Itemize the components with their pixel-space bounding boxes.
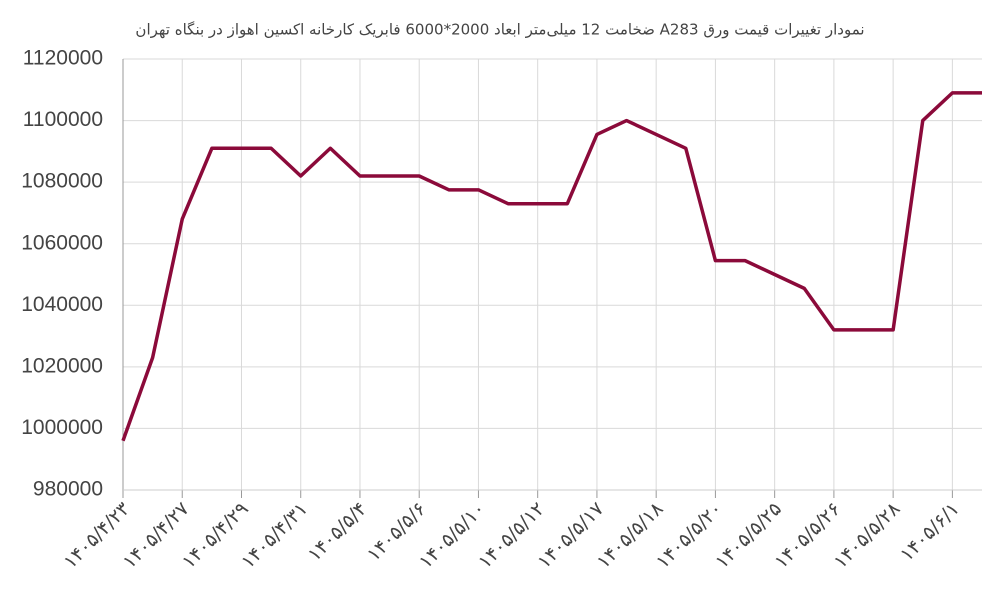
line — [121, 91, 982, 442]
y-tick-label: 1000000 — [21, 416, 103, 439]
y-tick-label: 1040000 — [21, 293, 103, 316]
x-tick-label: ۱۴۰۵/۶/۱ — [896, 498, 964, 566]
y-tick-label: 1060000 — [21, 231, 103, 254]
y-tick-label: 1120000 — [23, 47, 103, 70]
y-tick-label: 1020000 — [21, 354, 103, 377]
y-tick-label: 1100000 — [23, 108, 103, 131]
chart-title: نمودار تغییرات قیمت ورق A283 ضخامت 12 می… — [135, 21, 864, 39]
x-tick-label: ۱۴۰۵/۵/۴ — [303, 498, 371, 566]
y-tick-label: 980000 — [33, 478, 103, 501]
y-tick-label: 1080000 — [21, 170, 103, 193]
